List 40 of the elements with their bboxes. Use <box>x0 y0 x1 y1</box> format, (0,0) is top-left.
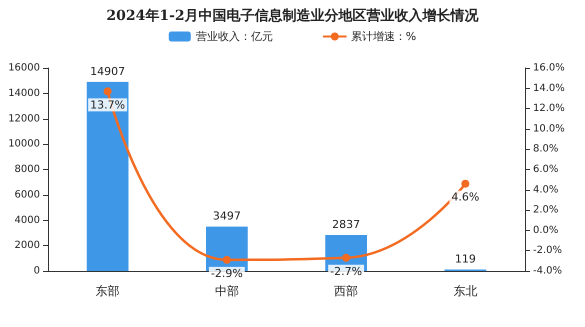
y2-tick-label: 10.0% <box>533 123 565 134</box>
y2-tick-label: 4.0% <box>533 184 558 196</box>
point <box>461 180 470 188</box>
y2-tick-label: 8.0% <box>533 144 558 155</box>
point <box>222 256 231 264</box>
y2-tick-label: 14.0% <box>533 82 565 94</box>
y-tick-label: 2000 <box>14 240 40 252</box>
point <box>104 87 112 96</box>
bar <box>86 82 128 271</box>
data-label: 14907 <box>90 64 126 78</box>
y2-tick-label: 16.0% <box>533 62 565 74</box>
legend-label: 累计增速：% <box>350 30 416 43</box>
y-tick-label: 0 <box>34 266 40 276</box>
x-tick-label: 东部 <box>96 284 120 298</box>
y-tick-label: 6000 <box>14 189 40 200</box>
data-label: 3497 <box>212 210 241 223</box>
data-label: 13.7% <box>90 98 126 112</box>
x-tick-label: 西部 <box>334 284 358 298</box>
data-label: 2837 <box>332 218 360 232</box>
legend-label: 营业收入：亿元 <box>196 30 273 43</box>
y2-tick-label: -4.0% <box>533 266 562 276</box>
y-tick-label: 8000 <box>14 164 40 175</box>
y-tick-label: 12000 <box>8 113 40 124</box>
chart-title: 2024年1-2月中国电子信息制造业分地区营业收入增长情况 <box>106 8 480 24</box>
y2-tick-label: 6.0% <box>533 164 558 175</box>
data-label: 4.6% <box>451 190 480 204</box>
y2-tick-label: 12.0% <box>533 103 565 114</box>
data-label: -2.9% <box>210 266 243 280</box>
x-tick-label: 中部 <box>214 284 239 298</box>
y2-tick-label: 2.0% <box>533 204 558 216</box>
y-tick-label: 10000 <box>8 138 40 150</box>
y-tick-label: 14000 <box>8 88 40 99</box>
data-label: -2.7% <box>330 264 362 278</box>
data-label: 119 <box>454 252 476 266</box>
y-tick-label: 16000 <box>8 62 40 74</box>
y-tick-label: 4000 <box>14 214 40 226</box>
y2-tick-label: -2.0% <box>533 245 562 256</box>
point <box>342 254 350 262</box>
x-tick-label: 东北 <box>453 284 478 298</box>
y2-tick-label: 0.0% <box>533 224 558 236</box>
